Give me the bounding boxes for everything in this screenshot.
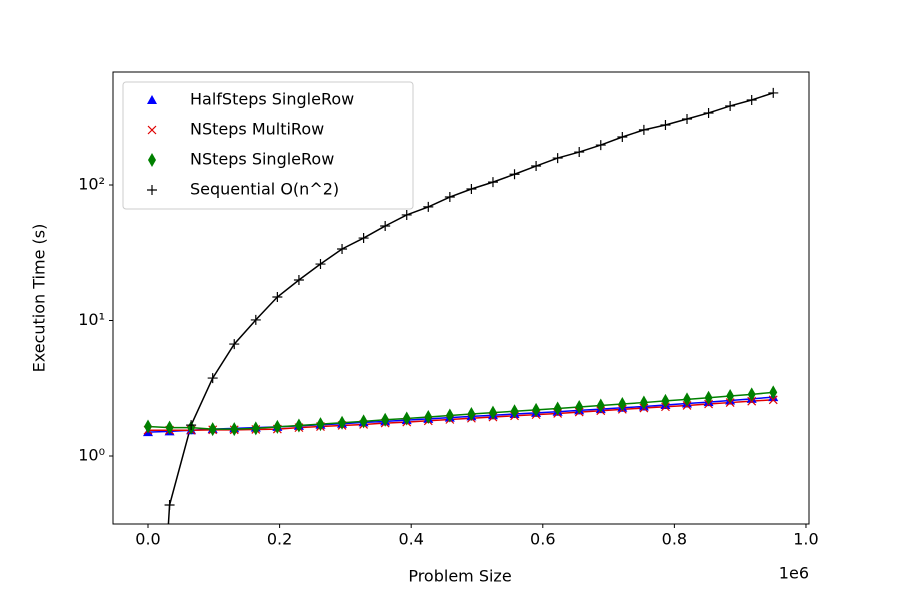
data-point [574, 147, 585, 158]
data-point [467, 407, 476, 422]
x-tick-label: 0.4 [398, 530, 423, 549]
data-point [466, 184, 477, 195]
data-point [144, 419, 153, 434]
data-point [445, 408, 454, 423]
data-point [726, 389, 735, 404]
data-point [316, 417, 325, 432]
axes-frame [112, 71, 810, 525]
data-point [682, 113, 693, 124]
data-point [769, 385, 778, 400]
data-point [164, 500, 175, 511]
legend-label: NSteps SingleRow [190, 150, 334, 169]
data-point [638, 124, 649, 135]
legend-label: HalfSteps SingleRow [190, 90, 354, 109]
data-point [423, 201, 434, 212]
data-point [208, 422, 217, 437]
data-point [531, 161, 542, 172]
x-tick-label: 0.8 [662, 530, 687, 549]
series-line [167, 92, 774, 524]
data-point [725, 100, 736, 111]
data-point [488, 405, 497, 420]
data-point [683, 392, 692, 407]
y-axis-label: Execution Time (s) [30, 224, 49, 373]
x-tick-label: 0.6 [530, 530, 555, 549]
data-point [293, 275, 304, 286]
data-point [294, 418, 303, 433]
data-point [165, 420, 174, 435]
data-point [359, 414, 368, 429]
data-point [381, 412, 390, 427]
data-point [229, 339, 240, 350]
data-point [617, 132, 628, 143]
data-point [444, 192, 455, 203]
legend-box [122, 81, 414, 210]
data-point [747, 387, 756, 402]
legend-label: NSteps MultiRow [190, 120, 324, 139]
data-point [595, 140, 606, 151]
data-point [337, 244, 348, 255]
data-point [207, 373, 218, 384]
legend-marker [147, 185, 157, 195]
data-point [424, 410, 433, 425]
data-point [575, 399, 584, 414]
data-point [273, 419, 282, 434]
data-point [704, 390, 713, 405]
data-point [380, 221, 391, 232]
legend-marker [147, 125, 157, 135]
x-tick-label: 0.2 [267, 530, 292, 549]
legend-marker [147, 95, 157, 104]
data-point [509, 169, 520, 180]
data-point [230, 422, 239, 437]
data-point [338, 415, 347, 430]
data-point [746, 94, 757, 105]
legend-marker [148, 153, 156, 167]
x-tick-label: 0.0 [135, 530, 160, 549]
data-point [596, 398, 605, 413]
data-point [487, 177, 498, 188]
data-point [703, 107, 714, 118]
data-point [768, 395, 778, 405]
data-point [315, 259, 326, 270]
y-tick-label: 10² [78, 174, 105, 193]
data-point [250, 314, 261, 325]
y-tick-label: 10¹ [78, 310, 105, 329]
x-axis-label: Problem Size [408, 567, 511, 586]
x-offset-label: 1e6 [779, 564, 809, 583]
data-point [401, 209, 412, 220]
data-point [618, 397, 627, 412]
data-point [251, 421, 260, 436]
data-point [532, 402, 541, 417]
data-point [553, 401, 562, 416]
data-point [768, 87, 779, 98]
data-point [272, 292, 283, 303]
data-point [639, 395, 648, 410]
data-point [661, 393, 670, 408]
y-tick-label: 10⁰ [78, 446, 105, 465]
data-point [552, 153, 563, 164]
data-point [510, 404, 519, 419]
legend-label: Sequential O(n^2) [190, 180, 339, 199]
data-point [186, 420, 197, 431]
data-point [402, 411, 411, 426]
data-point [660, 120, 671, 131]
plot-area [143, 87, 779, 524]
data-point [358, 233, 369, 244]
series-line [147, 391, 774, 430]
x-tick-label: 1.0 [793, 530, 818, 549]
